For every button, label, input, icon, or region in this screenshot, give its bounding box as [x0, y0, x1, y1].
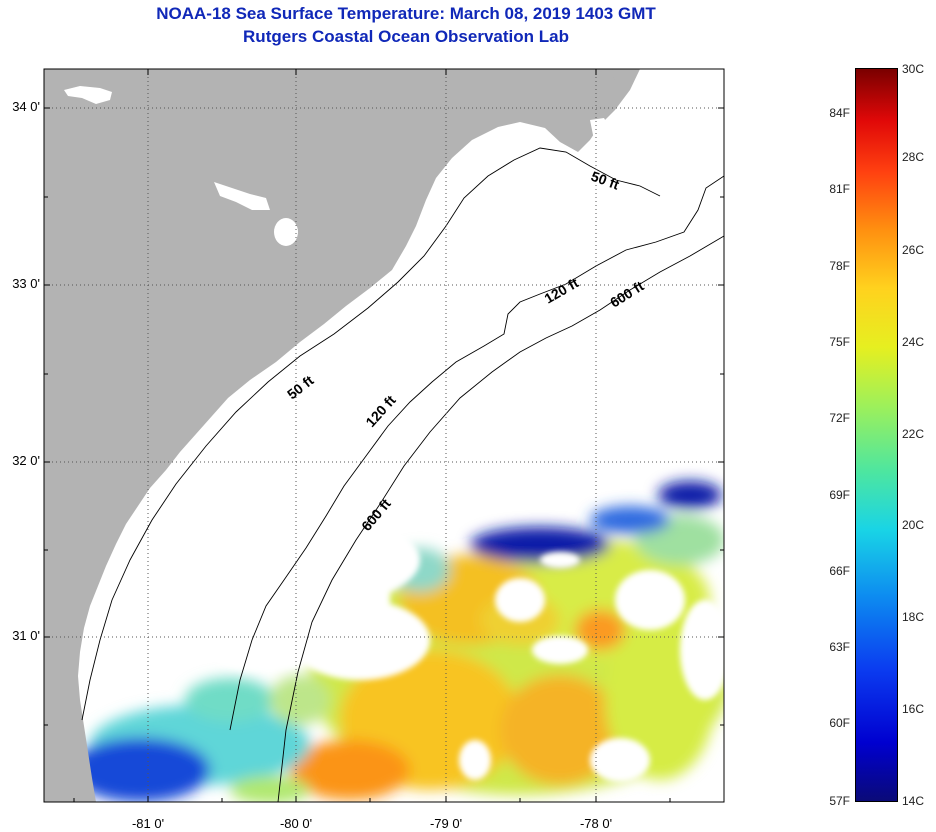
colorbar-c-26: 26C: [902, 243, 925, 257]
isobath-600ft: [277, 235, 724, 802]
colorbar-f-72: 72F: [829, 411, 850, 425]
colorbar-f-78: 78F: [829, 259, 850, 273]
lon-label-78: -78 0': [579, 816, 613, 831]
cloud-gaps: [175, 520, 724, 782]
ticks: [44, 69, 724, 802]
isobath-120ft: [229, 175, 724, 731]
colorbar-c-16: 16C: [902, 702, 925, 716]
colorbar-f-81: 81F: [829, 182, 850, 196]
inland-water: [64, 86, 612, 246]
colorbar-c-30: 30C: [902, 62, 925, 76]
colorbar-c-20: 20C: [902, 518, 925, 532]
colorbar-f-66: 66F: [829, 564, 850, 578]
colorbar-c-28: 28C: [902, 150, 925, 164]
map-subtitle: Rutgers Coastal Ocean Observation Lab: [243, 27, 569, 46]
lat-label-33: 33 0': [12, 276, 40, 291]
lat-label-34: 34 0': [12, 99, 40, 114]
lon-label-81: -81 0': [131, 816, 165, 831]
lon-label-79: -79 0': [429, 816, 463, 831]
colorbar-f-84: 84F: [829, 106, 850, 120]
colorbar-f-57: 57F: [829, 794, 850, 808]
isobaths: [81, 147, 724, 802]
lon-label-80: -80 0': [279, 816, 313, 831]
colorbar-c-22: 22C: [902, 427, 925, 441]
colorbar-f-75: 75F: [829, 335, 850, 349]
temperature-colorbar: [855, 68, 898, 802]
colorbar-f-69: 69F: [829, 488, 850, 502]
isobath-50ft: [81, 147, 661, 721]
lat-label-32: 32 0': [12, 453, 40, 468]
colorbar-c-14: 14C: [902, 794, 925, 808]
graticule: [44, 69, 724, 802]
colorbar-f-63: 63F: [829, 640, 850, 654]
land-mass: [44, 69, 640, 802]
colorbar-f-60: 60F: [829, 716, 850, 730]
map-title: NOAA-18 Sea Surface Temperature: March 0…: [156, 4, 656, 23]
colorbar-c-18: 18C: [902, 610, 925, 624]
lat-label-31: 31 0': [12, 628, 40, 643]
colorbar-c-24: 24C: [902, 335, 925, 349]
